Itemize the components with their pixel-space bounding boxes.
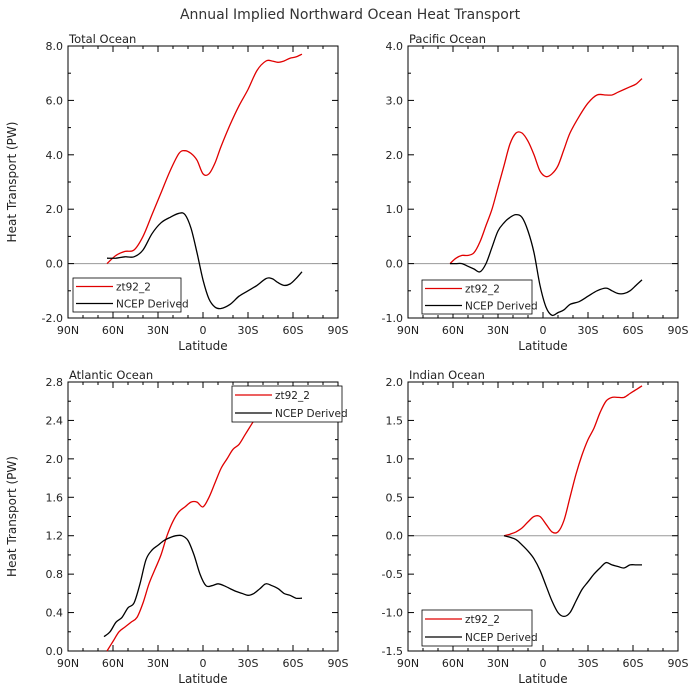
y-tick-label: 2.0	[386, 376, 404, 389]
x-tick-label: 90S	[328, 324, 349, 337]
x-tick-label: 30N	[487, 324, 509, 337]
legend-label: NCEP Derived	[116, 299, 189, 311]
x-tick-label: 30N	[147, 324, 169, 337]
series-line-ncep	[106, 212, 303, 310]
y-tick-label: 2.8	[46, 376, 64, 389]
x-tick-label: 0	[540, 324, 547, 337]
legend: zt92_2 NCEP Derived	[421, 279, 538, 315]
legend-label: zt92_2	[465, 284, 500, 296]
y-tick-label: 1.2	[46, 530, 64, 543]
x-tick-label: 0	[200, 324, 207, 337]
y-tick-label: 0.0	[386, 530, 404, 543]
legend-label: NCEP Derived	[465, 301, 538, 313]
legend-label: zt92_2	[275, 390, 310, 402]
y-tick-label: 0.8	[46, 568, 64, 581]
legend: zt92_2 NCEP Derived	[421, 609, 538, 647]
y-axis-label: Heat Transport (PW)	[5, 122, 19, 243]
x-tick-label: 90N	[57, 657, 79, 670]
x-tick-label: 30S	[238, 324, 259, 337]
series-line-ncep	[503, 535, 642, 618]
x-axis-label: Latitude	[178, 339, 227, 353]
x-tick-label: 30S	[578, 657, 599, 670]
x-tick-label: 90N	[57, 324, 79, 337]
x-axis-label: Latitude	[178, 672, 227, 686]
y-tick-label: -1.5	[382, 645, 403, 658]
y-tick-label: 0.4	[46, 607, 64, 620]
panel-2: 0.0 0.4 0.8 1.2 1.6 2.0 2.4 2.8 90N 60N 30N 0 30S 60S…	[5, 368, 349, 686]
y-tick-label: 4.0	[46, 149, 64, 162]
x-tick-label: 60N	[442, 657, 464, 670]
panel-title: Indian Ocean	[409, 368, 485, 382]
y-tick-label: 4.0	[386, 40, 404, 53]
y-tick-label: -2.0	[42, 312, 63, 325]
x-tick-label: 60S	[283, 324, 304, 337]
y-tick-label: 8.0	[46, 40, 64, 53]
legend: zt92_2 NCEP Derived	[231, 385, 348, 423]
y-tick-label: 6.0	[46, 94, 64, 107]
x-tick-label: 90N	[397, 657, 419, 670]
series-line-ncep	[103, 534, 303, 638]
legend-box	[421, 279, 533, 315]
y-tick-label: 1.0	[386, 453, 404, 466]
legend-box	[421, 609, 533, 647]
panel-title: Pacific Ocean	[409, 32, 486, 46]
figure-title: Annual Implied Northward Ocean Heat Tran…	[180, 7, 521, 23]
legend-label: zt92_2	[465, 614, 500, 626]
series-line-zt92	[106, 53, 303, 265]
y-tick-label: 3.0	[386, 94, 404, 107]
x-tick-label: 60S	[623, 324, 644, 337]
x-tick-label: 90N	[397, 324, 419, 337]
legend: zt92_2 NCEP Derived	[72, 277, 189, 313]
x-tick-label: 60N	[102, 324, 124, 337]
legend-box	[72, 277, 182, 313]
legend-label: zt92_2	[116, 282, 151, 294]
y-tick-label: 2.0	[46, 453, 64, 466]
panel-3: -1.5 -1.0 -0.5 0.0 0.5 1.0 1.5 2.0 90N 60N 30N 0 30S…	[382, 368, 689, 686]
legend-label: NCEP Derived	[465, 632, 538, 644]
y-tick-label: 0.5	[386, 491, 404, 504]
plot-frame	[407, 45, 679, 319]
panel-title: Atlantic Ocean	[69, 368, 153, 382]
x-tick-label: 30N	[147, 657, 169, 670]
y-tick-label: 1.5	[386, 414, 404, 427]
x-tick-label: 30S	[238, 657, 259, 670]
legend-box	[231, 385, 343, 423]
y-tick-label: 0.0	[46, 645, 64, 658]
x-tick-label: 30S	[578, 324, 599, 337]
y-tick-label: 2.0	[386, 149, 404, 162]
y-tick-label: 0.0	[46, 258, 64, 271]
x-axis-label: Latitude	[518, 672, 567, 686]
x-tick-label: 60N	[102, 657, 124, 670]
x-tick-label: 90S	[328, 657, 349, 670]
x-tick-label: 90S	[668, 657, 689, 670]
y-axis-label: Heat Transport (PW)	[5, 456, 19, 577]
y-tick-label: -1.0	[382, 607, 403, 620]
y-tick-label: -1.0	[382, 312, 403, 325]
x-axis-label: Latitude	[518, 339, 567, 353]
panel-0: -2.0 0.0 2.0 4.0 6.0 8.0 90N 60N 30N 0 30S 60S 90S To…	[5, 32, 349, 353]
y-tick-label: 1.0	[386, 203, 404, 216]
series-line-ncep	[450, 213, 643, 317]
y-tick-label: 2.0	[46, 203, 64, 216]
x-tick-label: 0	[200, 657, 207, 670]
x-tick-label: 60S	[623, 657, 644, 670]
y-tick-label: 2.4	[46, 414, 64, 427]
y-tick-label: -0.5	[382, 568, 403, 581]
panel-1: -1.0 0.0 1.0 2.0 3.0 4.0 90N 60N 30N 0 30S 60S 90S Pa…	[382, 32, 689, 353]
x-tick-label: 90S	[668, 324, 689, 337]
series-line-zt92	[503, 385, 643, 537]
legend-label: NCEP Derived	[275, 408, 348, 420]
x-tick-label: 60N	[442, 324, 464, 337]
x-tick-label: 60S	[283, 657, 304, 670]
x-tick-label: 30N	[487, 657, 509, 670]
series-line-zt92	[106, 404, 299, 652]
y-tick-label: 0.0	[386, 258, 404, 271]
panel-title: Total Ocean	[68, 32, 136, 46]
y-tick-label: 1.6	[46, 491, 64, 504]
series-line-zt92	[449, 78, 643, 265]
x-tick-label: 0	[540, 657, 547, 670]
